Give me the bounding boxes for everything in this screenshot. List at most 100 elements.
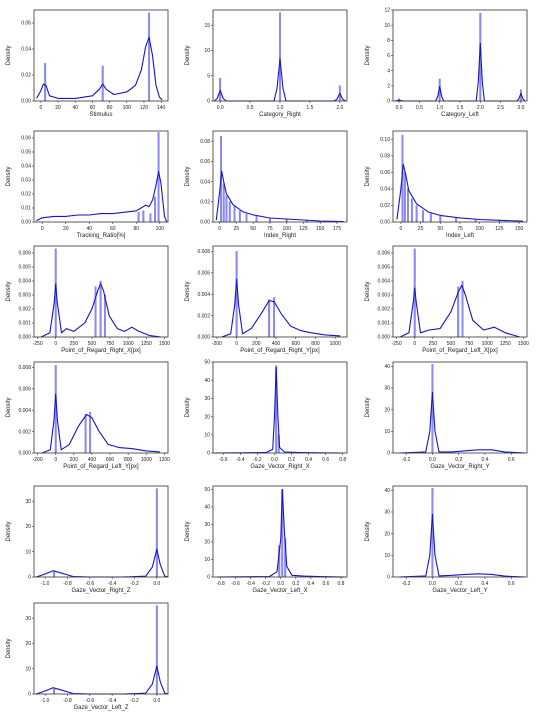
y-tick-label: 0: [207, 99, 210, 105]
chart-panel-8: -200 0 200 400 600 800 1000 0.000 0.002 0.004 0.00…: [185, 245, 348, 354]
kde-line: [221, 278, 341, 338]
kde-line: [213, 58, 347, 102]
kde-line: [214, 366, 343, 454]
x-tick-label: 2.5: [497, 105, 504, 111]
y-tick-label: 0: [207, 451, 210, 457]
histogram-bar: [431, 488, 434, 578]
y-tick-label: 40: [204, 378, 210, 384]
x-tick-label: 1.5: [457, 105, 464, 111]
x-tick-label: 750: [106, 341, 115, 347]
x-axis-label: Index_Left: [446, 233, 474, 239]
x-axis-label: Tracking_Ratio[%]: [77, 233, 126, 239]
histogram-bar: [101, 65, 104, 102]
kde-line: [36, 171, 168, 223]
histogram-bar: [255, 215, 258, 223]
x-tick-label: -0.2: [253, 457, 262, 463]
x-tick-label: 0.8: [339, 457, 346, 463]
histogram-bar: [154, 196, 157, 223]
y-tick-label: 30: [204, 522, 210, 528]
y-tick-label: 0.08: [200, 139, 210, 145]
x-tick-label: 750: [465, 341, 474, 347]
y-tick-label: 0.06: [21, 136, 31, 142]
y-tick-label: 0: [387, 99, 390, 105]
kde-line: [36, 36, 163, 101]
y-tick-label: 40: [384, 488, 390, 494]
x-tick-label: 140: [157, 105, 166, 111]
y-tick-label: 0.04: [21, 164, 31, 170]
y-tick-label: 0.003: [377, 293, 390, 299]
histogram-bar: [142, 210, 145, 223]
histogram-bar: [53, 571, 56, 578]
x-tick-label: 150: [515, 226, 524, 232]
y-tick-label: 0.002: [18, 429, 31, 435]
x-tick-label: 0.4: [481, 457, 488, 463]
x-tick-label: 1500: [518, 341, 529, 347]
x-tick-label: 100: [283, 226, 292, 232]
y-axis-label: Density: [185, 166, 191, 186]
x-tick-label: 600: [292, 341, 301, 347]
x-tick-label: -0.2: [261, 581, 270, 587]
x-tick-label: 1.0: [277, 105, 284, 111]
kde-line: [399, 391, 525, 454]
x-axis-label: Point_of_Regard_Right_Y[px]: [240, 348, 320, 354]
x-tick-label: -0.6: [86, 581, 95, 587]
x-tick-label: 125: [299, 226, 308, 232]
histogram-bar: [99, 280, 102, 338]
kde-line: [215, 170, 344, 223]
x-axis-label: Category_Left: [441, 112, 479, 118]
x-axis-label: Gaze_Vector_Left_X: [252, 588, 307, 594]
x-tick-label: -200: [33, 457, 43, 463]
plot-frame: [212, 245, 348, 338]
y-tick-label: 0.006: [197, 270, 210, 276]
x-tick-label: 0: [54, 457, 57, 463]
x-tick-label: 0.6: [508, 457, 515, 463]
x-tick-label: 1000: [330, 341, 341, 347]
x-tick-label: 1000: [141, 457, 152, 463]
y-tick-label: 0: [28, 575, 31, 581]
x-axis-label: Category_Right: [259, 112, 301, 118]
x-tick-label: 1200: [159, 457, 170, 463]
y-tick-label: 0.02: [21, 192, 31, 198]
x-tick-label: -0.6: [219, 457, 228, 463]
y-tick-label: 0.005: [18, 265, 31, 271]
x-tick-label: 2.0: [336, 105, 343, 111]
kde-line: [36, 548, 169, 578]
histogram-bar: [155, 488, 158, 578]
x-tick-label: 0.2: [292, 581, 299, 587]
plot-frame: [392, 9, 528, 102]
x-tick-label: -0.4: [246, 581, 255, 587]
chart-panel-1: 0 20 40 60 80 100 120 140 0.00 0.02 0.04 0.06 Stimul…: [6, 9, 169, 118]
y-tick-label: 0.01: [21, 206, 31, 212]
chart-panel-5: 0 25 50 75 100 125 150 175 0.00 0.02 0.04 0.06 0.08 I…: [185, 130, 348, 239]
x-tick-label: 0.4: [307, 581, 314, 587]
histogram-bar: [222, 183, 225, 223]
x-tick-label: 0.0: [277, 581, 284, 587]
x-axis-label: Point_of_Regard_Left_X[px]: [422, 348, 498, 354]
y-tick-label: 0.10: [380, 137, 390, 143]
x-tick-label: 100: [156, 226, 165, 232]
y-tick-label: 0.02: [380, 203, 390, 209]
kde-line: [399, 513, 525, 578]
x-tick-label: 150: [316, 226, 325, 232]
plot-frame: [33, 245, 169, 338]
x-tick-label: 800: [311, 341, 320, 347]
kde-line: [399, 284, 520, 338]
y-tick-label: 0.002: [377, 307, 390, 313]
x-tick-label: 500: [447, 341, 456, 347]
x-tick-label: 50: [438, 226, 444, 232]
x-tick-label: 250: [429, 341, 438, 347]
x-tick-label: 0.5: [416, 105, 423, 111]
x-tick-label: 200: [70, 457, 79, 463]
histogram-bar: [155, 605, 158, 695]
y-tick-label: 0.004: [197, 292, 210, 298]
y-tick-label: 0.008: [18, 365, 31, 371]
x-tick-label: -200: [212, 341, 222, 347]
y-tick-label: 0.006: [377, 251, 390, 257]
plot-frame: [392, 485, 528, 578]
y-tick-label: 30: [384, 386, 390, 392]
x-tick-label: 75: [457, 226, 463, 232]
y-tick-label: 30: [25, 499, 31, 505]
y-tick-label: 20: [384, 407, 390, 413]
y-tick-label: 0.008: [197, 249, 210, 255]
x-axis-label: Gaze_Vector_Left_Y: [432, 588, 487, 594]
